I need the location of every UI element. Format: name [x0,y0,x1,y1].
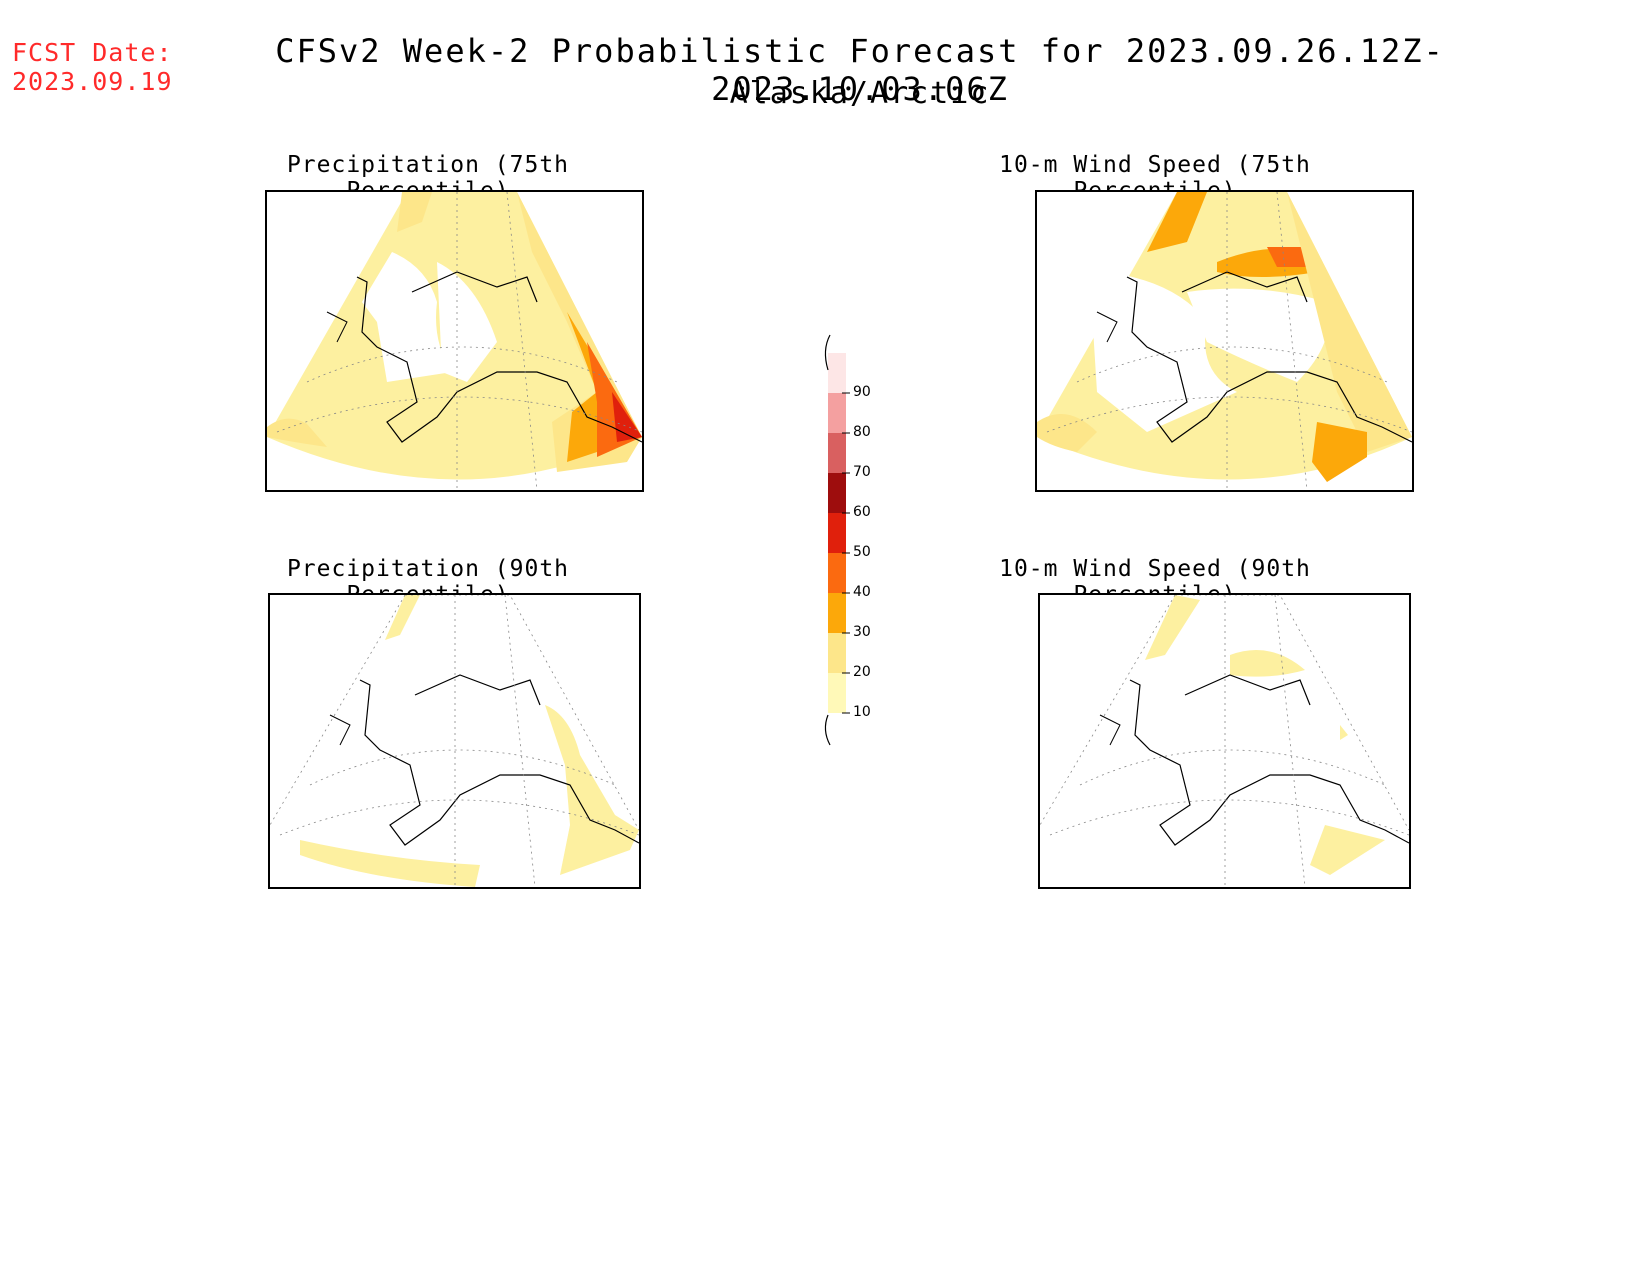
colorbar [824,334,850,746]
map-wind-75-svg [1037,192,1412,490]
colorbar-label-60: 60 [853,504,871,520]
colorbar-swatch-4 [828,513,846,553]
page-title: CFSv2 Week-2 Probabilistic Forecast for … [275,32,1445,108]
colorbar-label-80: 80 [853,424,871,440]
colorbar-label-70: 70 [853,464,871,480]
colorbar-swatch-5 [828,473,846,513]
fcst-date-value: 2023.09.19 [12,67,173,96]
map-precip-90-svg [270,595,639,887]
colorbar-swatch-1 [828,633,846,673]
fcst-date-block: FCST Date: 2023.09.19 [12,38,173,96]
map-precip-75-svg [267,192,642,490]
colorbar-label-20: 20 [853,664,871,680]
colorbar-label-10: 10 [853,704,871,720]
colorbar-label-90: 90 [853,384,871,400]
fcst-date-label: FCST Date: [12,38,173,67]
map-precip-75 [265,190,644,492]
colorbar-swatch-8 [828,353,846,393]
colorbar-swatch-3 [828,553,846,593]
colorbar-label-30: 30 [853,624,871,640]
colorbar-label-40: 40 [853,584,871,600]
colorbar-swatch-6 [828,433,846,473]
colorbar-swatch-7 [828,393,846,433]
page-subtitle: Alaska/Arctic [729,76,991,111]
map-wind-90 [1038,593,1411,889]
colorbar-swatch-0 [828,673,846,713]
map-wind-75 [1035,190,1414,492]
colorbar-swatch-2 [828,593,846,633]
colorbar-label-50: 50 [853,544,871,560]
map-wind-90-svg [1040,595,1409,887]
map-precip-90 [268,593,641,889]
